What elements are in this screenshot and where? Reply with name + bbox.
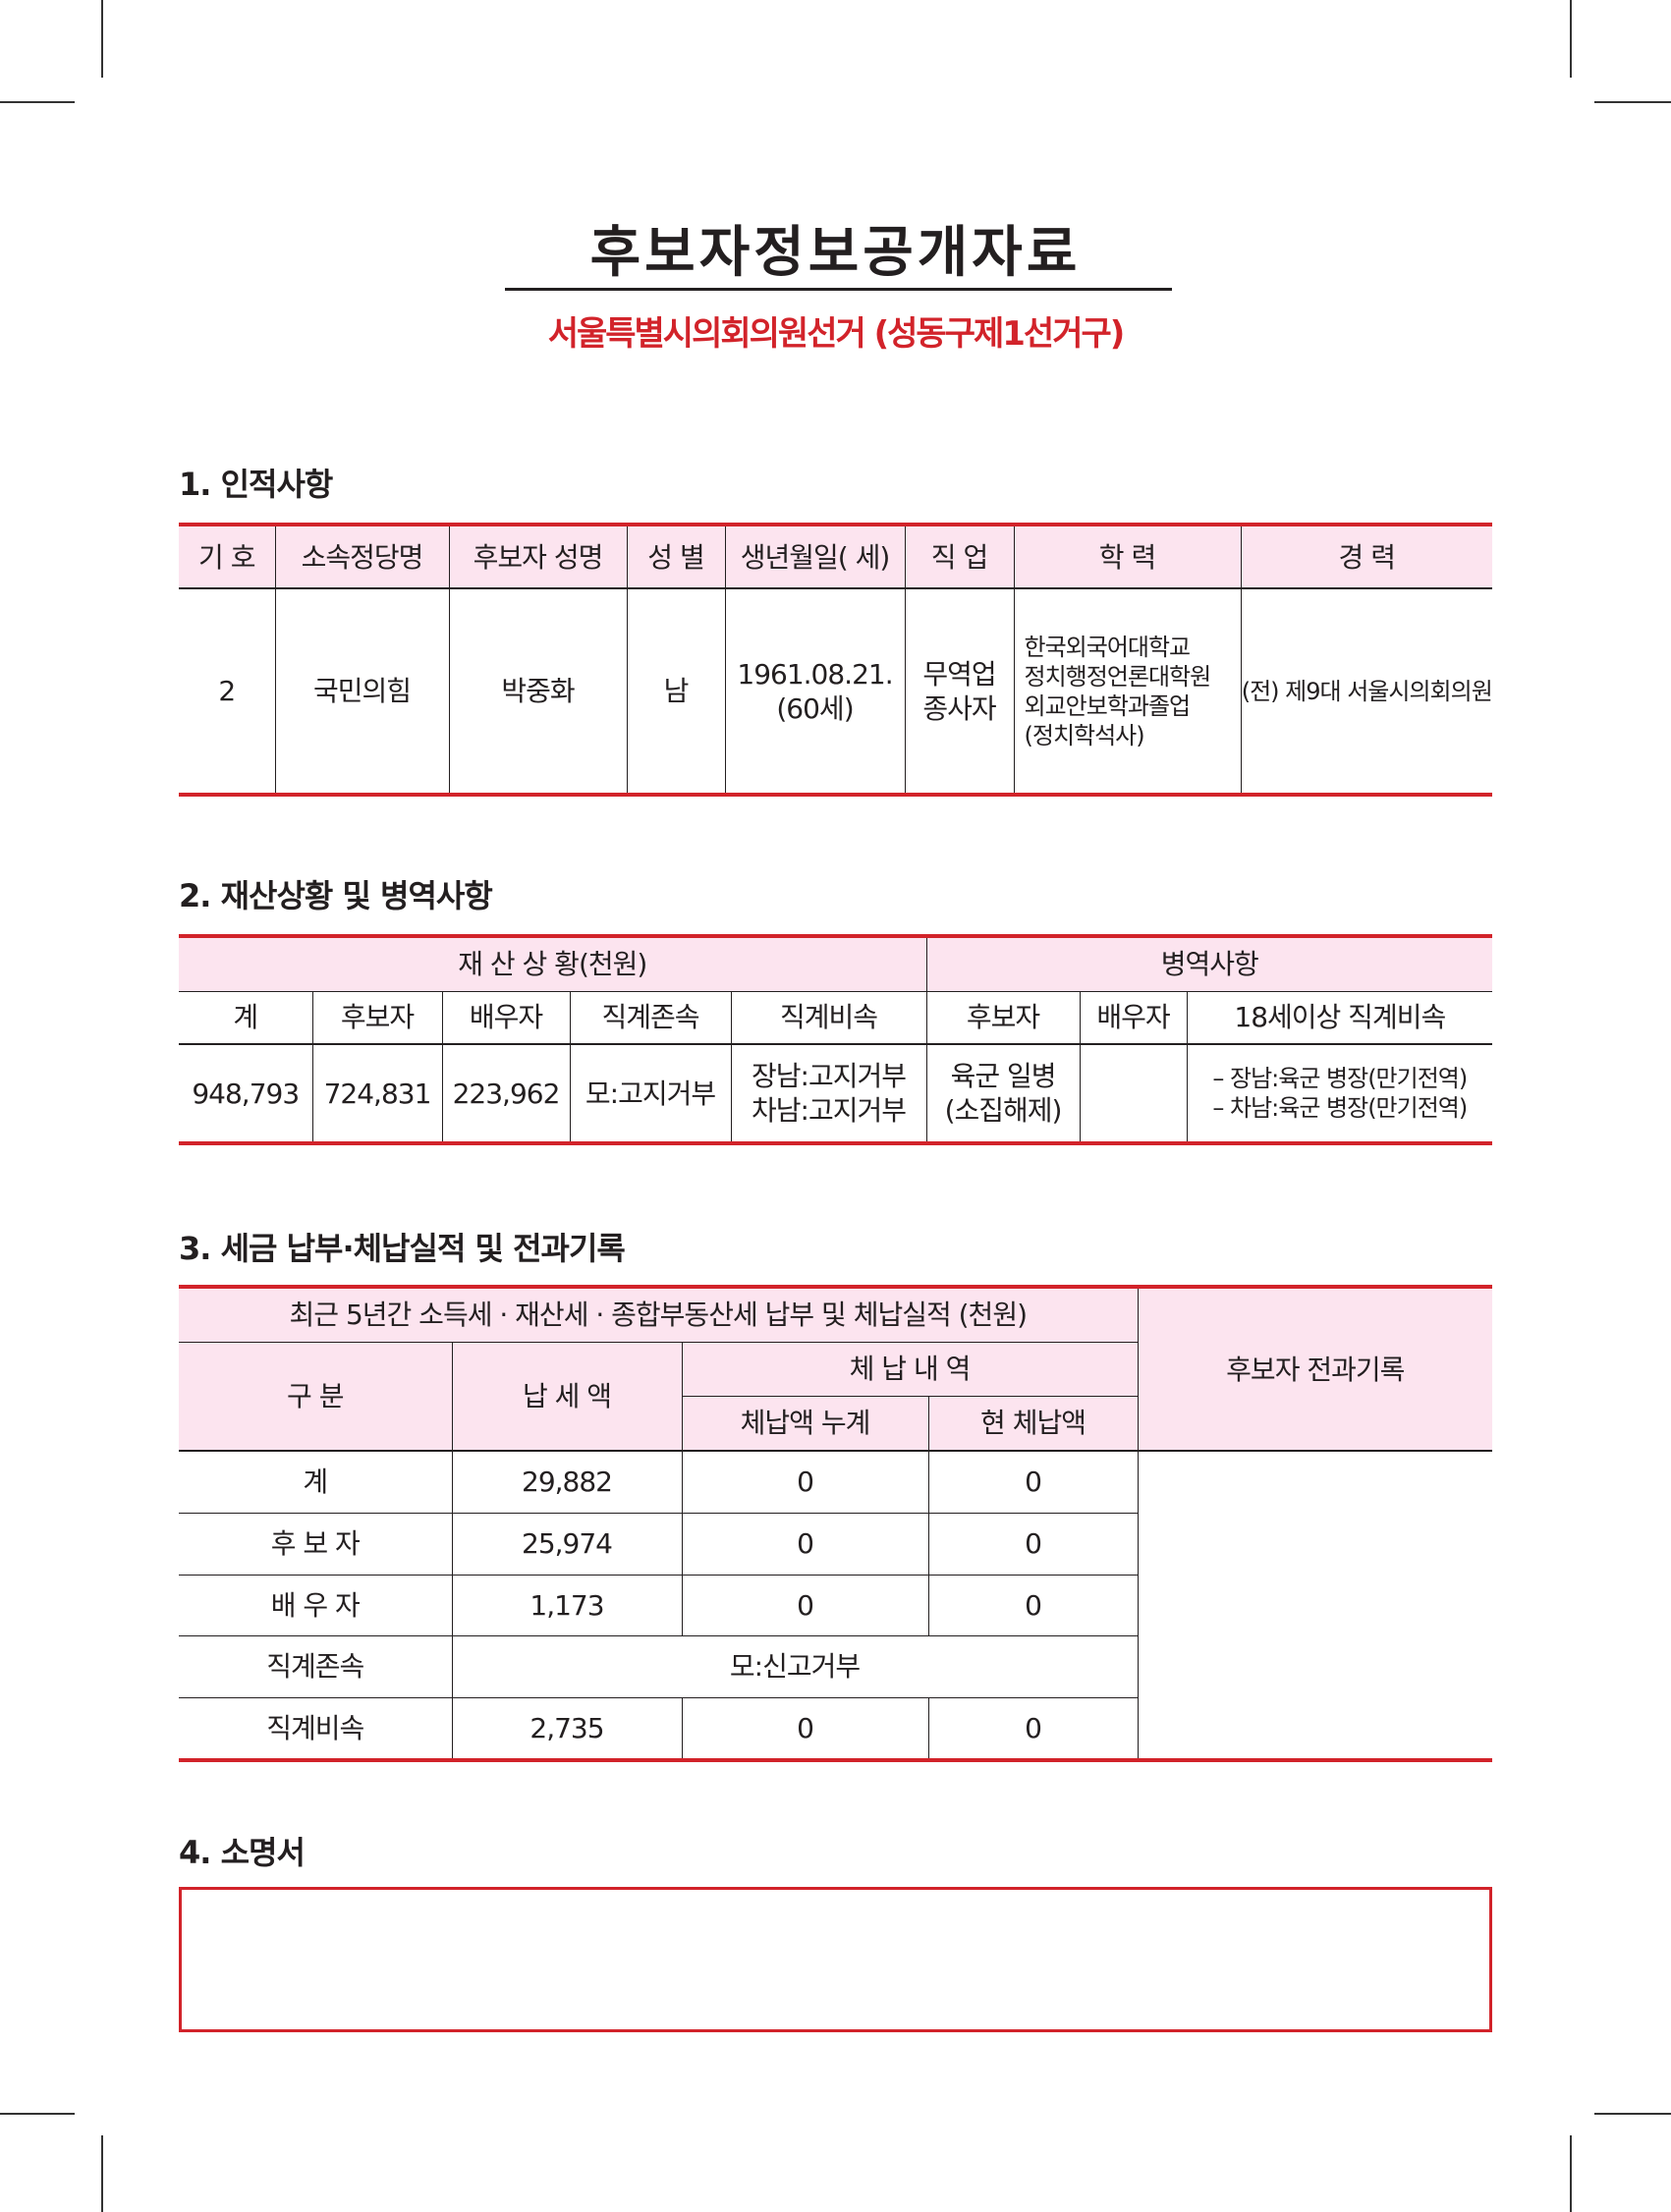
row-arrears-total: 0 <box>681 1450 929 1514</box>
row-arrears-current: 0 <box>927 1450 1139 1514</box>
tax-criminal-table: 최근 5년간 소득세 · 재산세 · 종합부동산세 납부 및 체납실적 (천원)… <box>179 1285 1493 1762</box>
row-paid: 1,173 <box>451 1574 683 1636</box>
header-spouse: 배우자 <box>441 990 571 1045</box>
criminal-header: 후보자 전과기록 <box>1137 1285 1493 1452</box>
header-arrears: 체 납 내 역 <box>681 1341 1139 1397</box>
candidate-job: 무역업 종사자 <box>904 587 1015 797</box>
crop-mark <box>1570 2135 1572 2212</box>
job-line: 종사자 <box>922 691 996 725</box>
crop-mark <box>0 101 75 103</box>
crop-mark <box>1594 2113 1671 2115</box>
assets-descendant: 장남:고지거부 차남:고지거부 <box>730 1043 927 1145</box>
table-row: 후 보 자 25,974 0 0 <box>179 1512 1492 1576</box>
education-line: 정치행정언론대학원 <box>1024 662 1212 691</box>
military-spouse <box>1079 1043 1188 1145</box>
header-candidate: 후보자 <box>311 990 443 1045</box>
header-ascendant: 직계존속 <box>569 990 732 1045</box>
table-row: 계 29,882 0 0 <box>179 1450 1493 1762</box>
job-line: 무역업 <box>922 657 996 691</box>
military-line: – 차남:육군 병장(만기전역) <box>1212 1094 1468 1122</box>
row-arrears-current: 0 <box>927 1512 1139 1576</box>
candidate-number: 2 <box>179 587 276 797</box>
header-category: 구 분 <box>179 1341 453 1452</box>
row-label: 후 보 자 <box>179 1512 453 1576</box>
header-career: 경 력 <box>1240 523 1492 589</box>
assets-total: 948,793 <box>179 1043 313 1145</box>
row-paid: 25,974 <box>451 1512 683 1576</box>
row-paid: 2,735 <box>451 1696 683 1762</box>
header-number: 기 호 <box>179 523 276 589</box>
candidate-party: 국민의힘 <box>274 587 450 797</box>
tax-header: 최근 5년간 소득세 · 재산세 · 종합부동산세 납부 및 체납실적 (천원) <box>179 1285 1139 1343</box>
candidate-career: (전) 제9대 서울시의회의원 <box>1240 587 1493 797</box>
education-line: (정치학석사) <box>1024 721 1145 749</box>
candidate-birth: 1961.08.21. (60세) <box>724 587 906 797</box>
age: (60세) <box>776 691 854 725</box>
header-mil-candidate: 후보자 <box>925 990 1081 1045</box>
section3-heading: 3. 세금 납부·체납실적 및 전과기록 <box>179 1230 626 1267</box>
row-label: 직계비속 <box>179 1696 453 1762</box>
row-label: 직계존속 <box>179 1634 453 1698</box>
row-note: 모:신고거부 <box>451 1634 1139 1698</box>
page-title: 후보자정보공개자료 <box>589 221 1082 285</box>
assets-spouse: 223,962 <box>441 1043 571 1145</box>
crop-mark <box>0 2113 75 2115</box>
row-arrears-current: 0 <box>927 1574 1139 1636</box>
row-arrears-total: 0 <box>681 1696 929 1762</box>
row-arrears-total: 0 <box>681 1574 929 1636</box>
crop-mark <box>101 0 103 78</box>
table-row: 직계존속 모:신고거부 <box>179 1634 1492 1698</box>
header-birth: 생년월일( 세) <box>724 523 906 589</box>
header-gender: 성 별 <box>626 523 726 589</box>
header-party: 소속정당명 <box>274 523 450 589</box>
military-group-header: 병역사항 <box>925 934 1493 992</box>
military-line: (소집해제) <box>944 1094 1063 1127</box>
header-name: 후보자 성명 <box>448 523 628 589</box>
assets-military-table: 재 산 상 황(천원) 병역사항 계 후보자 배우자 직계존속 직계비속 후보자… <box>179 934 1493 1145</box>
criminal-record <box>1137 1450 1493 1762</box>
military-descendant: – 장남:육군 병장(만기전역) – 차남:육군 병장(만기전역) <box>1186 1043 1493 1145</box>
personal-info-table: 기 호 소속정당명 후보자 성명 성 별 생년월일( 세) 직 업 학 력 경 … <box>179 523 1493 797</box>
military-line: – 장남:육군 병장(만기전역) <box>1212 1065 1468 1092</box>
row-paid: 29,882 <box>451 1450 683 1514</box>
descendant-line: 장남:고지거부 <box>752 1060 907 1092</box>
header-arrears-total: 체납액 누계 <box>682 1395 929 1452</box>
section4-heading: 4. 소명서 <box>179 1834 306 1871</box>
row-arrears-total: 0 <box>681 1512 929 1576</box>
candidate-name: 박중화 <box>448 587 628 797</box>
header-mil-descendant: 18세이상 직계비속 <box>1186 990 1493 1045</box>
page-subtitle: 서울특별시의회의원선거 (성동구제1선거구) <box>547 314 1126 354</box>
assets-candidate: 724,831 <box>311 1043 443 1145</box>
header-mil-spouse: 배우자 <box>1079 990 1188 1045</box>
military-candidate: 육군 일병 (소집해제) <box>925 1043 1081 1145</box>
military-line: 육군 일병 <box>950 1060 1057 1092</box>
table-row: 직계비속 2,735 0 0 <box>179 1696 1492 1762</box>
row-label: 배 우 자 <box>179 1574 453 1636</box>
header-paid: 납 세 액 <box>451 1341 683 1452</box>
candidate-gender: 남 <box>626 587 726 797</box>
crop-mark <box>1570 0 1572 78</box>
education-line: 외교안보학과졸업 <box>1024 691 1192 720</box>
section1-heading: 1. 인적사항 <box>179 466 333 503</box>
crop-mark <box>101 2135 103 2212</box>
section2-heading: 2. 재산상황 및 병역사항 <box>179 877 493 914</box>
birth-date: 1961.08.21. <box>737 657 893 691</box>
header-arrears-current: 현 체납액 <box>927 1395 1139 1452</box>
header-education: 학 력 <box>1013 523 1242 589</box>
candidate-education: 한국외국어대학교 정치행정언론대학원 외교안보학과졸업 (정치학석사) <box>1013 587 1242 797</box>
assets-group-header: 재 산 상 황(천원) <box>179 934 927 992</box>
header-total: 계 <box>179 990 313 1045</box>
title-underline <box>505 288 1172 291</box>
statement-box <box>179 1887 1492 2032</box>
education-line: 한국외국어대학교 <box>1024 633 1192 661</box>
assets-ascendant: 모:고지거부 <box>569 1043 732 1145</box>
row-label: 계 <box>179 1450 453 1514</box>
row-arrears-current: 0 <box>927 1696 1139 1762</box>
crop-mark <box>1594 101 1671 103</box>
descendant-line: 차남:고지거부 <box>752 1094 907 1127</box>
header-job: 직 업 <box>904 523 1015 589</box>
header-descendant: 직계비속 <box>730 990 927 1045</box>
